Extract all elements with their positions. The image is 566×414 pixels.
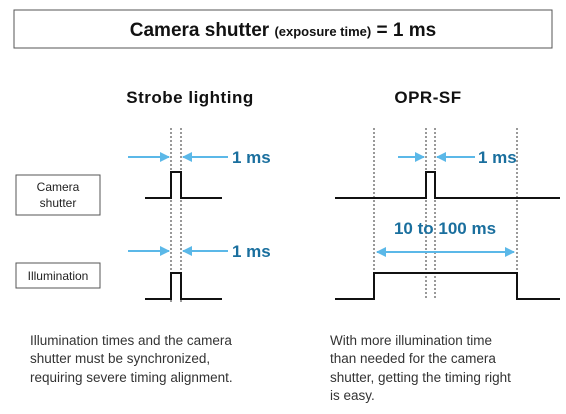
- shutter-label: Camera: [37, 180, 80, 194]
- shutter-width: 1 ms: [478, 148, 517, 167]
- left-title: Strobe lighting: [126, 88, 253, 107]
- header-title: Camera shutter: [130, 20, 270, 41]
- shutter-width: 1 ms: [232, 148, 271, 167]
- shutter-label-box: [15, 174, 101, 216]
- right-diagram: 1 ms 10 to 100 ms: [335, 128, 560, 300]
- right-caption: is easy.: [330, 388, 375, 403]
- header-value: = 1 ms: [377, 20, 437, 41]
- shutter-label: shutter: [40, 196, 77, 210]
- header-subtitle: (exposure time): [274, 24, 371, 39]
- left-caption: Illumination times and the camera: [30, 333, 232, 348]
- illumination-width: 1 ms: [232, 242, 271, 261]
- illumination-label-box: [15, 262, 101, 289]
- right-title: OPR-SF: [394, 88, 461, 107]
- left-caption: shutter must be synchronized,: [30, 351, 210, 366]
- right-caption: With more illumination time: [330, 333, 492, 348]
- illumination-label: Illumination: [28, 269, 89, 283]
- illumination-width: 10 to 100 ms: [394, 219, 496, 238]
- left-diagram: 1 ms 1 ms: [128, 128, 271, 302]
- left-caption: requiring severe timing alignment.: [30, 370, 233, 385]
- header-box: [13, 9, 553, 49]
- right-caption: shutter, getting the timing right: [330, 370, 511, 385]
- header: Camera shutter (exposure time) = 1 ms: [130, 20, 436, 41]
- right-caption: than needed for the camera: [330, 351, 496, 366]
